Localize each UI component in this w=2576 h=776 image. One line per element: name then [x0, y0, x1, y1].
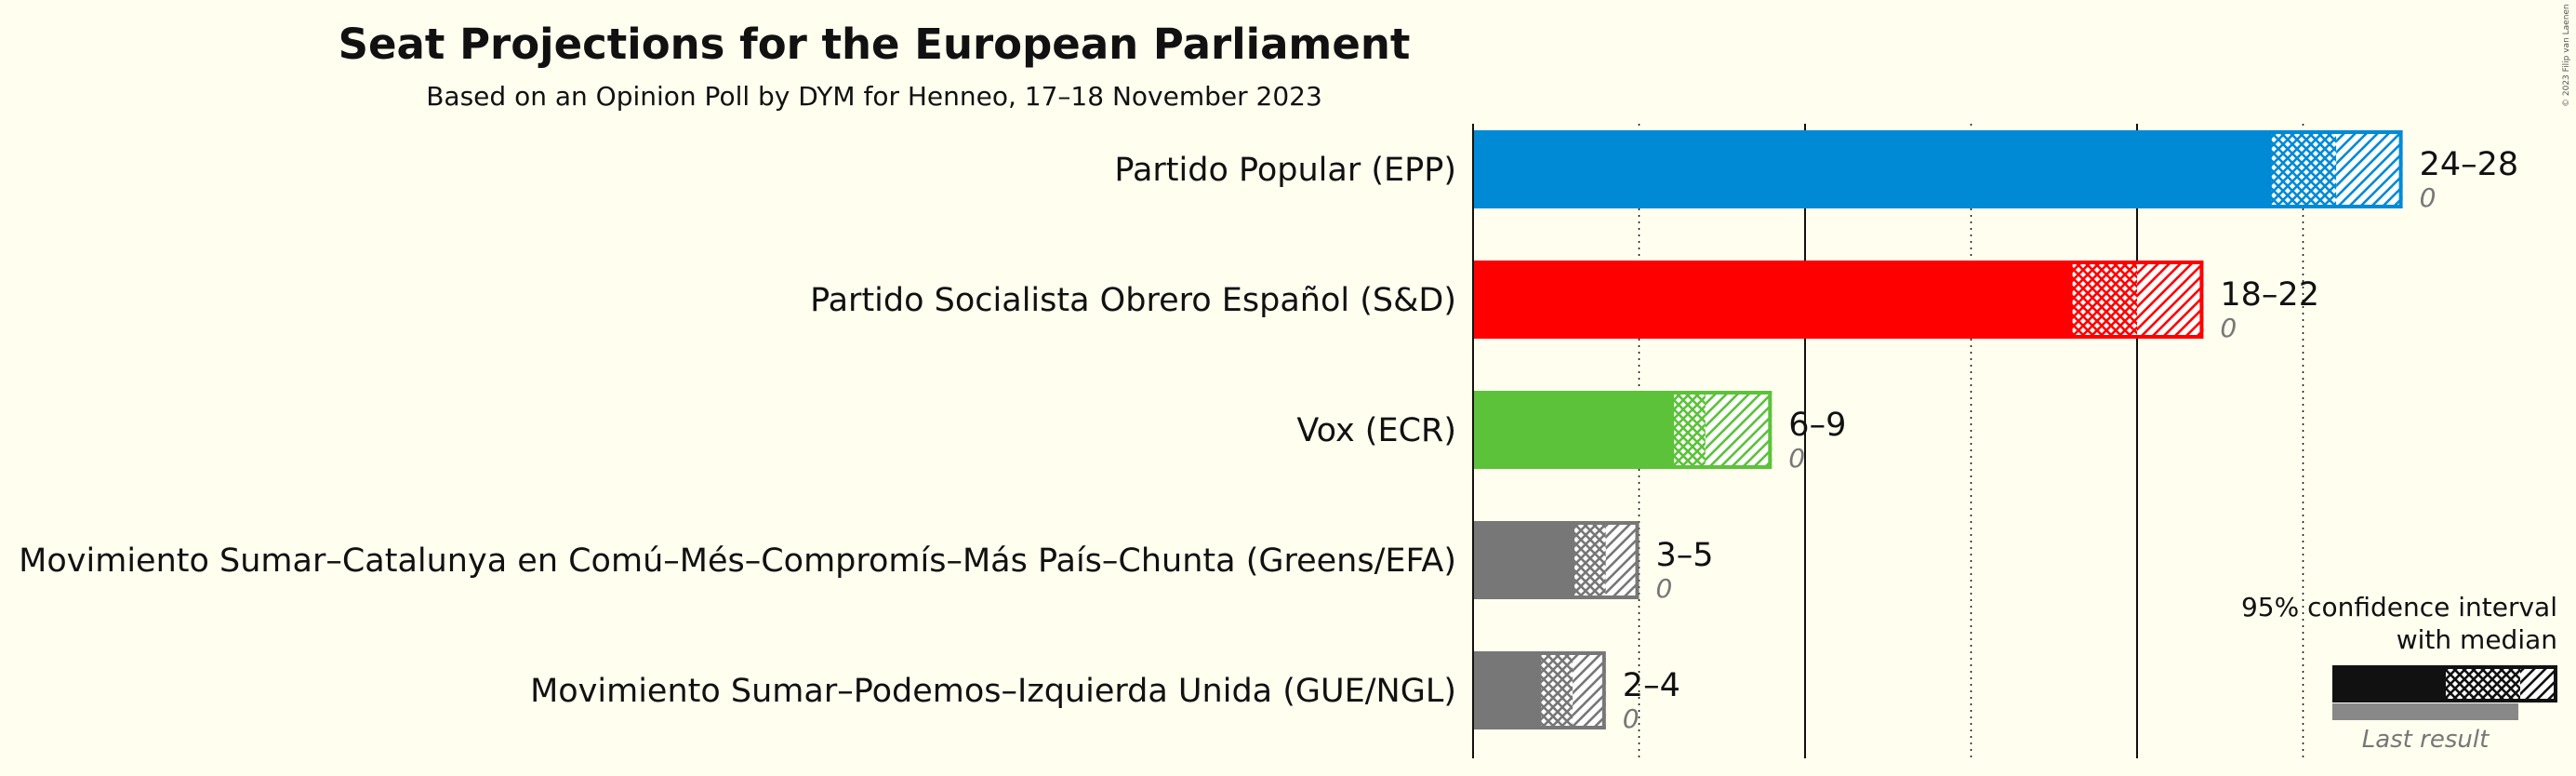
bar-solid — [1473, 261, 2071, 339]
party-row: Movimiento Sumar–Podemos–Izquierda Unida… — [530, 651, 1680, 734]
copyright-note: © 2023 Filip van Laenen — [2562, 4, 2571, 107]
party-row: Partido Socialista Obrero Español (S&D) 1… — [810, 261, 2319, 343]
bar-ci-upper — [1573, 651, 1606, 729]
last-result-label: 0 — [2420, 182, 2437, 213]
bar-ci-upper — [1705, 391, 1773, 469]
bar-ci-lower — [2070, 261, 2137, 339]
legend-title-line2: with median — [2397, 624, 2557, 655]
legend-title-line1: 95% confidence interval — [2241, 592, 2557, 622]
party-label: Partido Popular (EPP) — [1114, 152, 1456, 189]
party-label: Movimiento Sumar–Catalunya en Comú–Més–C… — [19, 542, 1456, 580]
last-result-label: 0 — [1788, 443, 1805, 474]
range-label: 18–22 — [2220, 276, 2319, 314]
bar-ci-outline — [1537, 651, 1606, 729]
bar-ci-upper — [2336, 130, 2403, 208]
bar-ci-lower — [1539, 651, 1573, 729]
legend-last-result-bar — [2332, 703, 2518, 720]
bar-ci-outline — [1571, 521, 1640, 599]
legend-solid-swatch — [2332, 665, 2444, 702]
legend-outline — [2442, 665, 2557, 702]
bar-ci-lower — [1573, 521, 1606, 599]
legend: 95% confidence interval with median Last… — [2241, 592, 2557, 754]
range-label: 2–4 — [1623, 667, 1680, 704]
bar-solid — [1473, 651, 1540, 729]
legend-crosshatch-swatch — [2444, 665, 2520, 702]
bar-solid — [1473, 130, 2270, 208]
bar-ci-outline — [2267, 130, 2403, 208]
bar-ci-upper — [1605, 521, 1640, 599]
party-row: Movimiento Sumar–Catalunya en Comú–Més–C… — [19, 521, 1714, 604]
bar-ci-lower — [2269, 130, 2337, 208]
legend-diagonal-swatch — [2520, 665, 2557, 702]
range-label: 24–28 — [2420, 146, 2519, 183]
bar-ci-outline — [1670, 391, 1773, 469]
party-label: Movimiento Sumar–Podemos–Izquierda Unida… — [530, 673, 1456, 710]
chart-subtitle: Based on an Opinion Poll by DYM for Henn… — [426, 81, 1322, 112]
chart-title: Seat Projections for the European Parlia… — [339, 20, 1411, 69]
bar-ci-outline — [2068, 261, 2204, 339]
legend-last-result-label: Last result — [2362, 726, 2490, 754]
range-label: 3–5 — [1656, 537, 1714, 574]
last-result-label: 0 — [2220, 313, 2237, 343]
party-label: Vox (ECR) — [1296, 412, 1456, 449]
last-result-label: 0 — [1623, 703, 1640, 734]
party-label: Partido Socialista Obrero Español (S&D) — [810, 282, 1456, 319]
bar-ci-upper — [2137, 261, 2204, 339]
last-result-label: 0 — [1656, 573, 1673, 604]
party-row: Vox (ECR) 6–90 — [1296, 391, 1846, 474]
range-label: 6–9 — [1788, 407, 1846, 444]
bar-solid — [1473, 521, 1573, 599]
bar-solid — [1473, 391, 1673, 469]
bar-ci-lower — [1672, 391, 1706, 469]
gridlines — [1638, 124, 2304, 758]
party-row: Partido Popular (EPP) 24–280 — [1114, 130, 2518, 213]
